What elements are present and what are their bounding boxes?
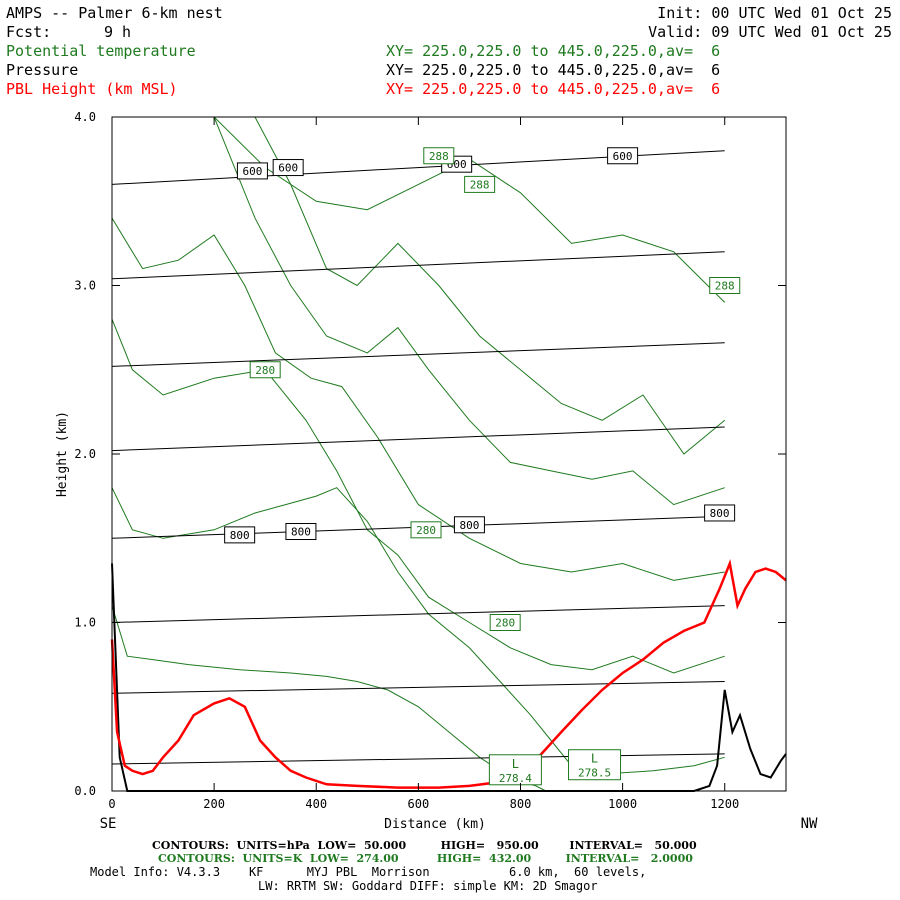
- footer-theta-contours: CONTOURS: UNITS=K LOW= 274.00 HIGH= 432.…: [158, 852, 693, 865]
- field-pressure-xy: XY= 225.0,225.0 to 445.0,225.0,av= 6: [386, 61, 721, 79]
- y-tick-label: 4.0: [74, 110, 96, 124]
- pressure-label: 800: [710, 507, 730, 520]
- footer-model-info-2: LW: RRTM SW: Goddard DIFF: simple KM: 2D…: [258, 879, 598, 893]
- pressure-label-box: [285, 523, 317, 541]
- pressure-label: 800: [459, 519, 479, 532]
- theta-label-box: [489, 614, 521, 631]
- theta-contour-280: [111, 319, 725, 674]
- pressure-contour-750: [111, 426, 725, 452]
- pbl-height-line: [110, 559, 787, 789]
- pressure-label: 600: [242, 165, 262, 178]
- y-tick-label: 1.0: [74, 616, 96, 630]
- y-tick-label: 0.0: [74, 784, 96, 798]
- x-tick-label: 1200: [710, 797, 739, 811]
- theta-label-box: [464, 175, 496, 193]
- field-theta-xy: XY= 225.0,225.0 to 445.0,225.0,av= 6: [386, 42, 721, 60]
- pressure-contour-850: [111, 605, 725, 623]
- low-marker-value: 278.5: [578, 767, 611, 780]
- product-title: AMPS -- Palmer 6-km nest: [6, 4, 223, 22]
- low-marker-box: [568, 749, 622, 781]
- axes: 0.0 1.0 2.0 3.0 4.0 0 200 400 600 800 1000 1200: [74, 110, 786, 811]
- theta-label: 280: [495, 617, 515, 630]
- theta-contours: [111, 116, 726, 792]
- terrain-outline: [111, 563, 787, 792]
- theta-label: 280: [255, 364, 275, 377]
- forecast-label: Fcst:: [6, 23, 52, 41]
- pressure-label-box: [607, 147, 639, 165]
- y-tick-label: 2.0: [74, 447, 96, 461]
- valid-time: Valid: 09 UTC Wed 01 Oct 25: [648, 23, 892, 41]
- field-pbl-xy: XY= 225.0,225.0 to 445.0,225.0,av= 6: [386, 80, 721, 98]
- x-tick-label: 0: [108, 797, 115, 811]
- pressure-label-box: [704, 504, 736, 522]
- theta-label-box: [410, 521, 442, 539]
- theta-label-box: [423, 147, 455, 165]
- theta-contour-282: [111, 217, 725, 581]
- x-tick-label: 400: [305, 797, 327, 811]
- pressure-label-box: [272, 159, 304, 177]
- terrain-line: [111, 563, 787, 792]
- pressure-contour-650: [111, 251, 725, 280]
- pressure-contour-700: [111, 342, 725, 367]
- theta-contour-284: [213, 116, 725, 506]
- theta-label-box: [249, 361, 281, 379]
- pbl-height-layer: [110, 559, 787, 789]
- low-marker-letter: L: [512, 757, 519, 771]
- footer-pressure-contours: CONTOURS: UNITS=hPa LOW= 50.000 HIGH= 95…: [152, 839, 697, 852]
- low-marker-value: 278.4: [499, 772, 532, 785]
- pressure-contour-950: [111, 753, 725, 765]
- theta-label: 288: [429, 150, 449, 163]
- low-marker-box: [488, 754, 542, 786]
- pressure-label-box: [224, 526, 256, 544]
- forecast-hour: 9 h: [104, 23, 132, 41]
- footer-model-info: Model Info: V4.3.3 KF MYJ PBL Morrison 6…: [90, 865, 647, 879]
- field-theta-name: Potential temperature: [6, 42, 196, 60]
- y-axis-label: Height (km): [55, 411, 70, 497]
- theta-label: 280: [416, 524, 436, 537]
- x-tick-label: 800: [510, 797, 532, 811]
- init-time: Init: 00 UTC Wed 01 Oct 25: [657, 4, 892, 22]
- se-end-label: SE: [100, 816, 117, 832]
- y-tick-label: 3.0: [74, 279, 96, 293]
- pressure-label-box: [236, 162, 268, 180]
- theta-label: 288: [470, 178, 490, 191]
- field-pressure-name: Pressure: [6, 61, 79, 79]
- pressure-label: 800: [291, 526, 311, 539]
- field-pbl-name: PBL Height (km MSL): [6, 80, 178, 98]
- x-tick-label: 200: [203, 797, 225, 811]
- pressure-label-box: [453, 516, 485, 534]
- low-marker-letter: L: [591, 752, 598, 766]
- x-axis-label: Distance (km): [384, 817, 486, 832]
- pressure-label: 800: [230, 529, 250, 542]
- nw-end-label: NW: [801, 816, 818, 832]
- pressure-contour-900: [111, 681, 725, 694]
- theta-contour-288: [213, 116, 726, 303]
- pressure-label: 600: [613, 150, 633, 163]
- pressure-contours: [111, 150, 725, 765]
- theta-label-box: [709, 277, 741, 294]
- x-tick-label: 1000: [608, 797, 637, 811]
- pressure-label: 600: [278, 162, 298, 175]
- x-tick-label: 600: [408, 797, 430, 811]
- theta-label: 288: [715, 280, 735, 293]
- plot-frame: [111, 116, 787, 792]
- theta-contour-286: [254, 116, 726, 455]
